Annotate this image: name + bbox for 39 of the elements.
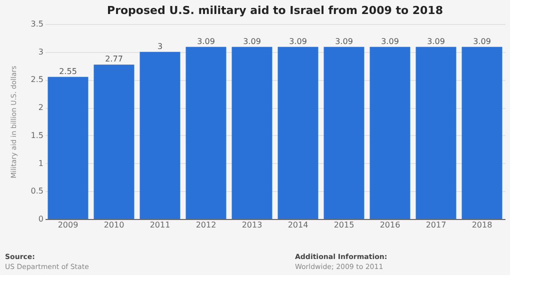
data-label: 3.09 [335,36,353,46]
x-tick-label: 2013 [242,220,262,230]
bar [278,46,318,219]
bar [140,52,180,219]
y-tick-label: 2 [38,103,44,112]
bar [186,46,226,219]
y-tick-label: 0.5 [30,186,44,196]
y-tick-label: 1.5 [30,130,44,140]
data-label: 3.09 [243,36,261,46]
x-tick-label: 2015 [334,220,354,230]
x-tick-label: 2011 [150,220,170,230]
x-tick-label: 2012 [196,220,216,230]
y-tick-label: 3 [38,47,44,56]
x-tick-label: 2014 [288,220,308,230]
bar [48,76,88,219]
bar [370,46,410,219]
y-tick-label: 1 [38,158,44,168]
x-tick-label: 2009 [58,220,78,230]
x-tick-label: 2018 [472,220,492,230]
bar [462,46,502,219]
x-tick-label: 2010 [104,220,124,230]
y-tick-label: 2.5 [30,75,44,84]
data-label: 2.55 [59,66,77,76]
y-tick-label: 3.5 [30,20,44,28]
x-tick-label: 2016 [380,220,400,230]
data-label: 3.09 [381,36,399,46]
bar [94,64,134,219]
data-label: 3.09 [427,36,445,46]
bar [232,46,272,219]
data-label: 3.09 [197,36,215,46]
chart-title: Proposed U.S. military aid to Israel from 2009 to 2018 [107,4,443,17]
data-label: 2.77 [105,54,123,64]
data-label: 3 [157,42,163,51]
data-label: 3.09 [289,36,307,46]
bar [324,46,364,219]
bar [416,46,456,219]
y-tick-label: 0 [38,214,44,224]
x-tick-label: 2017 [426,220,446,230]
data-label: 3.09 [473,36,491,46]
